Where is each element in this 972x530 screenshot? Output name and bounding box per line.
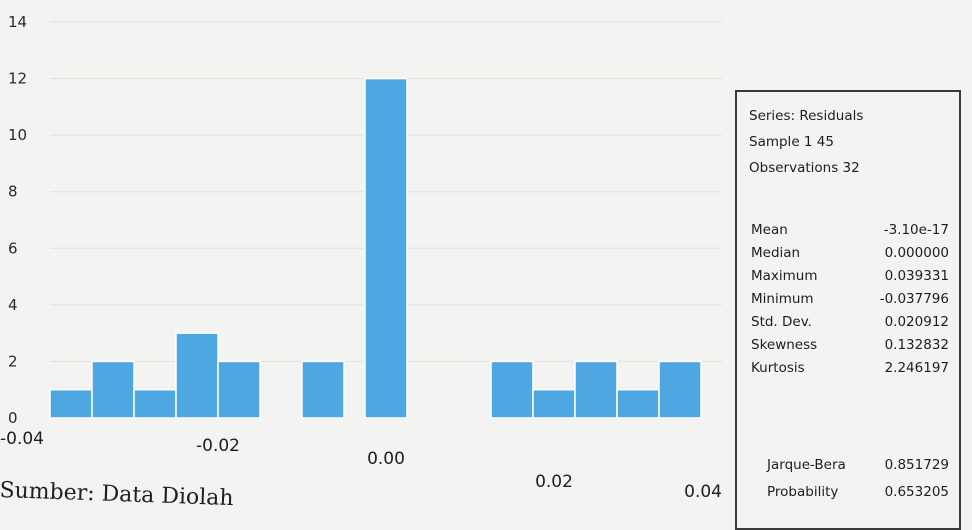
stat-value: 2.246197 [884, 360, 949, 376]
sample-label: Sample 1 45 [749, 134, 834, 150]
stat-value: -0.037796 [879, 291, 949, 307]
x-tick-label: 0.04 [684, 482, 722, 502]
stats-row: Maximum 0.039331 [751, 268, 949, 284]
x-axis-ticks: -0.04 -0.02 0.00 0.02 0.04 [0, 429, 722, 502]
stat-value: -3.10e-17 [883, 222, 949, 238]
x-tick-label: 0.02 [535, 472, 573, 492]
stats-row: Minimum -0.037796 [751, 291, 949, 307]
x-tick-label: -0.02 [196, 436, 240, 456]
histogram-bar [616, 388, 660, 419]
y-tick-label: 0 [8, 409, 18, 427]
histogram-chart: 0 2 4 6 8 10 12 14 -0.04 -0.02 0.00 0.02 0.04 [0, 13, 722, 502]
stat-label: Std. Dev. [751, 314, 812, 330]
y-tick-label: 4 [8, 296, 18, 314]
stat-label: Median [751, 245, 801, 261]
y-tick-label: 14 [8, 13, 27, 31]
histogram-bar [574, 360, 618, 419]
histogram-bar [364, 77, 408, 419]
test-row: Probability 0.653205 [767, 484, 949, 500]
histogram-bar [175, 332, 219, 419]
x-tick-label: -0.04 [0, 429, 44, 449]
stat-label: Mean [751, 222, 788, 238]
stats-row: Skewness 0.132832 [751, 337, 949, 353]
observations-label: Observations 32 [749, 160, 860, 176]
y-axis-ticks: 0 2 4 6 8 10 12 14 [8, 13, 27, 427]
test-value: 0.653205 [884, 484, 949, 500]
test-row: Jarque-Bera 0.851729 [767, 457, 949, 473]
bars-layer [49, 77, 702, 419]
stats-row: Std. Dev. 0.020912 [751, 314, 949, 330]
stat-value: 0.000000 [884, 245, 949, 261]
stats-row: Median 0.000000 [751, 245, 949, 261]
histogram-bar [133, 388, 177, 419]
histogram-bar [658, 360, 702, 419]
stats-header: Series: Residuals Sample 1 45 Observatio… [749, 108, 864, 188]
histogram-bar [301, 360, 345, 419]
stat-value: 0.020912 [884, 314, 949, 330]
y-tick-label: 8 [8, 183, 18, 201]
histogram-bar [91, 360, 135, 419]
y-tick-label: 2 [8, 352, 18, 370]
test-value: 0.851729 [884, 457, 949, 473]
stats-row: Mean -3.10e-17 [751, 222, 949, 238]
x-tick-label: 0.00 [367, 449, 405, 469]
histogram-bar [217, 360, 261, 419]
stat-value: 0.132832 [884, 337, 949, 353]
stats-panel: Series: Residuals Sample 1 45 Observatio… [735, 90, 961, 530]
stat-label: Kurtosis [751, 360, 805, 376]
stats-row: Kurtosis 2.246197 [751, 360, 949, 376]
series-label: Series: Residuals [749, 108, 864, 124]
y-tick-label: 10 [8, 126, 27, 144]
y-tick-label: 12 [8, 70, 27, 88]
test-label: Probability [767, 484, 839, 500]
histogram-bar [490, 360, 534, 419]
stat-label: Maximum [751, 268, 818, 284]
test-label: Jarque-Bera [767, 457, 846, 473]
stat-value: 0.039331 [884, 268, 949, 284]
stat-label: Skewness [751, 337, 818, 353]
histogram-bar [49, 388, 93, 419]
y-tick-label: 6 [8, 239, 18, 257]
stat-label: Minimum [751, 291, 814, 307]
histogram-bar [532, 388, 576, 419]
